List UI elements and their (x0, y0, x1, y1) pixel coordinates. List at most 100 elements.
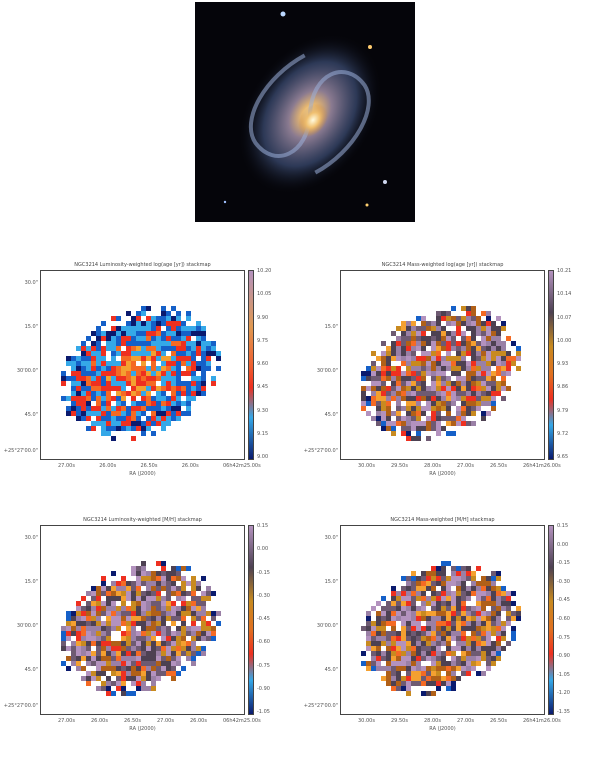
stackmap-pixel (196, 326, 201, 331)
stackmap-pixel (471, 591, 476, 596)
stackmap-pixel (141, 681, 146, 686)
stackmap-pixel (171, 661, 176, 666)
stackmap-pixel (401, 686, 406, 691)
stackmap-pixel (371, 371, 376, 376)
stackmap-pixel (101, 381, 106, 386)
stackmap-pixel (131, 626, 136, 631)
stackmap-pixel (161, 661, 166, 666)
stackmap-pixel (156, 661, 161, 666)
stackmap-pixel (131, 586, 136, 591)
stackmap-pixel (71, 391, 76, 396)
stackmap-pixel (496, 656, 501, 661)
stackmap-pixel (106, 601, 111, 606)
stackmap-pixel (476, 586, 481, 591)
stackmap-pixel (446, 421, 451, 426)
stackmap-pixel (371, 391, 376, 396)
stackmap-pixel (191, 356, 196, 361)
stackmap-pixel (446, 356, 451, 361)
stackmap-pixel (121, 326, 126, 331)
stackmap-pixel (401, 626, 406, 631)
stackmap-pixel (151, 336, 156, 341)
stackmap-pixel (401, 351, 406, 356)
stackmap-pixel (86, 656, 91, 661)
stackmap-pixel (391, 346, 396, 351)
stackmap-pixel (451, 671, 456, 676)
x-axis-label: RA (J2000) (129, 471, 156, 477)
stackmap-pixel (491, 361, 496, 366)
stackmap-pixel (436, 376, 441, 381)
stackmap-pixel (441, 591, 446, 596)
stackmap-pixel (151, 651, 156, 656)
stackmap-pixel (486, 586, 491, 591)
stackmap-pixel (91, 586, 96, 591)
stackmap-pixel (156, 341, 161, 346)
stackmap-pixel (136, 611, 141, 616)
stackmap-pixel (181, 626, 186, 631)
stackmap-pixel (416, 586, 421, 591)
stackmap-pixel (401, 601, 406, 606)
stackmap-pixel (436, 366, 441, 371)
stackmap-pixel (181, 631, 186, 636)
stackmap-pixel (401, 681, 406, 686)
stackmap-pixel (176, 316, 181, 321)
stackmap-pixel (151, 571, 156, 576)
stackmap-pixel (161, 601, 166, 606)
stackmap-pixel (131, 646, 136, 651)
stackmap-pixel (366, 616, 371, 621)
stackmap-pixel (131, 381, 136, 386)
stackmap-pixel (406, 326, 411, 331)
stackmap-pixel (121, 666, 126, 671)
stackmap-pixel (151, 421, 156, 426)
stackmap-pixel (406, 671, 411, 676)
stackmap-pixel (376, 406, 381, 411)
stackmap-pixel (126, 426, 131, 431)
stackmap-pixel (181, 581, 186, 586)
stackmap-pixel (361, 396, 366, 401)
stackmap-pixel (151, 386, 156, 391)
stackmap-pixel (371, 361, 376, 366)
stackmap-pixel (121, 691, 126, 696)
stackmap-pixel (496, 621, 501, 626)
stackmap-pixel (156, 351, 161, 356)
stackmap-pixel (191, 646, 196, 651)
stackmap-pixel (391, 626, 396, 631)
stackmap-pixel (131, 401, 136, 406)
stackmap-pixel (406, 666, 411, 671)
stackmap-pixel (136, 686, 141, 691)
stackmap-pixel (371, 666, 376, 671)
stackmap-plot (340, 525, 545, 715)
colorbar-tick-label: -1.20 (557, 690, 570, 697)
stackmap-pixel (161, 396, 166, 401)
stackmap-pixel (461, 336, 466, 341)
stackmap-pixel (466, 361, 471, 366)
stackmap-pixel (121, 681, 126, 686)
stackmap-pixel (171, 326, 176, 331)
stackmap-pixel (201, 596, 206, 601)
stackmap-pixel (141, 336, 146, 341)
stackmap-pixel (151, 361, 156, 366)
stackmap-pixel (66, 646, 71, 651)
stackmap-pixel (136, 586, 141, 591)
stackmap-pixel (136, 326, 141, 331)
stackmap-pixel (421, 676, 426, 681)
stackmap-pixel (171, 656, 176, 661)
stackmap-pixel (471, 366, 476, 371)
stackmap-pixel (476, 661, 481, 666)
stackmap-pixel (406, 651, 411, 656)
stackmap-pixel (191, 621, 196, 626)
stackmap-pixel (436, 651, 441, 656)
stackmap-pixel (481, 631, 486, 636)
stackmap-pixel (121, 381, 126, 386)
stackmap-pixel (411, 336, 416, 341)
stackmap-pixel (86, 661, 91, 666)
stackmap-pixel (131, 661, 136, 666)
stackmap-pixel (476, 606, 481, 611)
stackmap-pixel (421, 386, 426, 391)
stackmap-pixel (136, 381, 141, 386)
stackmap-pixel (86, 376, 91, 381)
stackmap-pixel (436, 356, 441, 361)
stackmap-pixel (506, 611, 511, 616)
stackmap-pixel (456, 416, 461, 421)
stackmap-pixel (476, 371, 481, 376)
colorbar-tick-label: 10.14 (557, 291, 572, 298)
